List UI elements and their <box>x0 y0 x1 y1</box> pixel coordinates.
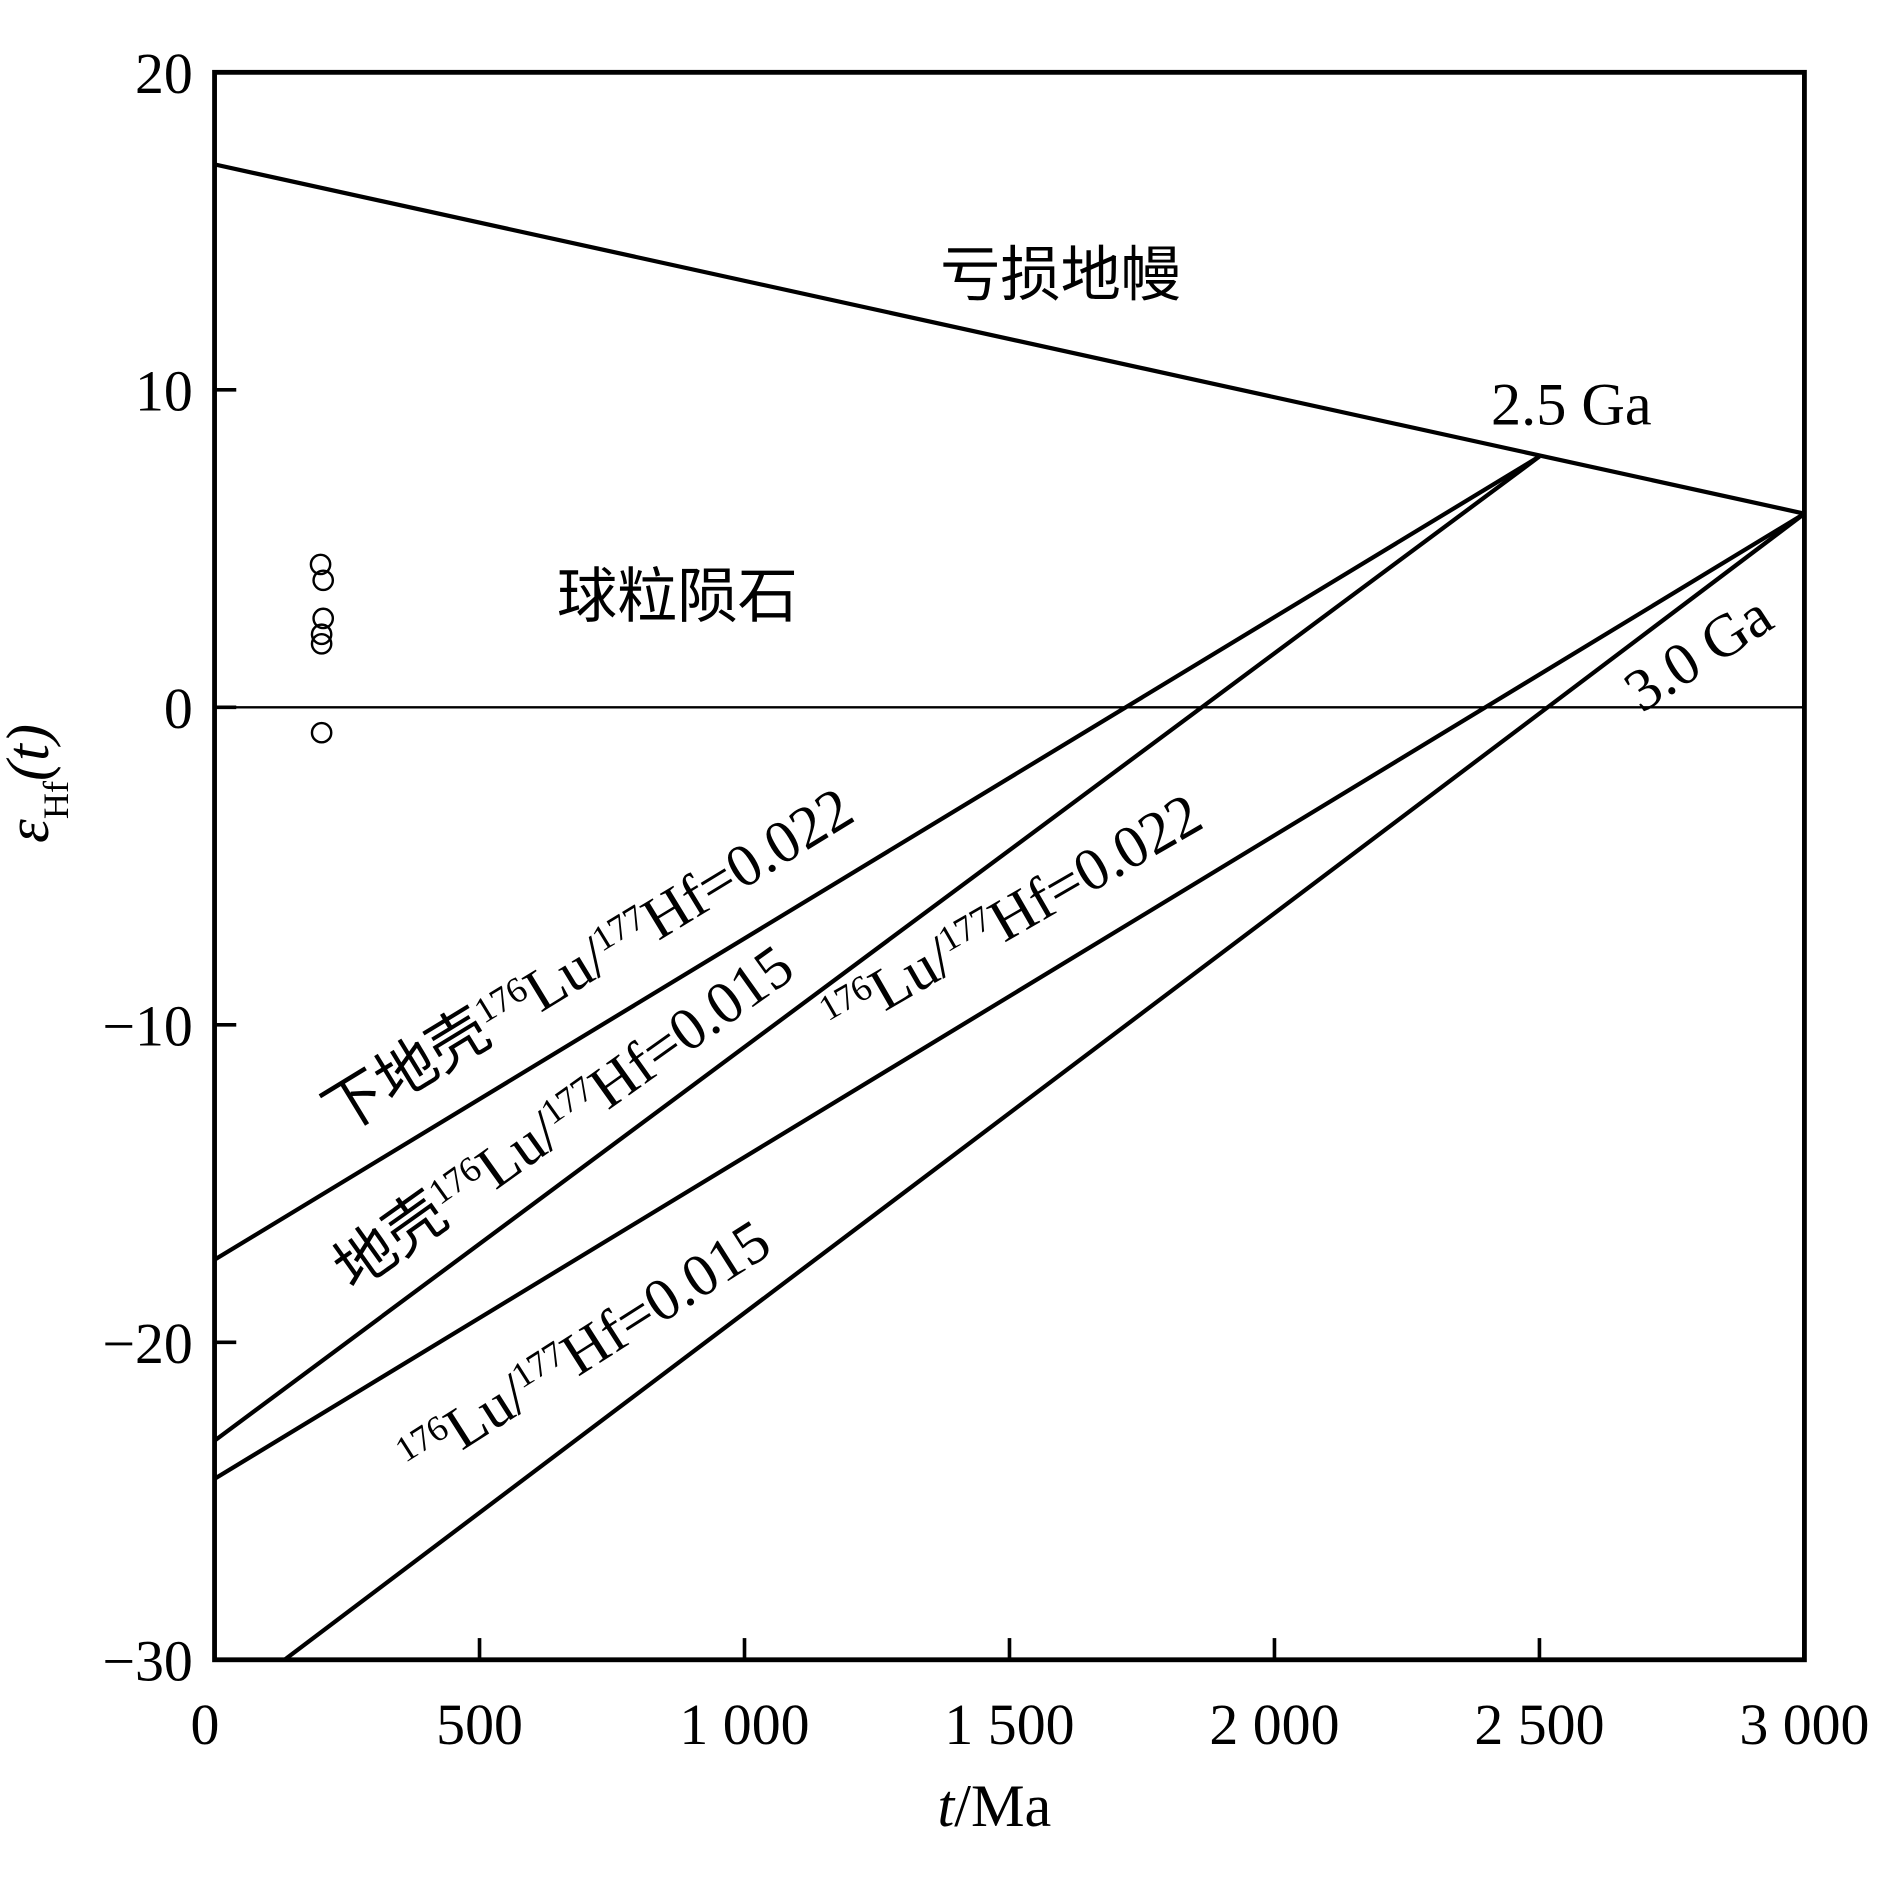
annotation-part: 亏损地幔 <box>940 242 1181 309</box>
annotation: 176Lu/177Hf=0.022 <box>811 780 1213 1051</box>
line <box>214 511 1805 1481</box>
x-tick-label: 500 <box>436 1692 523 1757</box>
point <box>312 569 335 592</box>
y-axis-label: εHf(t) <box>0 724 76 843</box>
annotation-part: 下地壳 <box>312 996 501 1147</box>
annotation-part: Hf=0.022 <box>631 774 865 953</box>
point <box>310 632 333 655</box>
annotation-part: 球粒陨石 <box>557 564 798 631</box>
x-tick-label: 1 500 <box>944 1692 1074 1757</box>
x-tick-label: 1 000 <box>679 1692 809 1757</box>
point <box>310 721 333 744</box>
plot-frame <box>212 69 1807 1663</box>
x-tick-label: 3 000 <box>1739 1692 1869 1757</box>
y-tick-label: 10 <box>135 358 193 423</box>
annotation-part: 2.5 Ga <box>1491 371 1652 438</box>
point <box>312 607 335 630</box>
y-tick-label: −20 <box>102 1311 192 1376</box>
annotation-part: Hf=0.022 <box>978 780 1213 955</box>
line <box>214 162 1805 516</box>
line <box>214 454 1541 1443</box>
annotation-part: Hf=0.015 <box>549 1207 782 1389</box>
line <box>283 511 1805 1660</box>
x-axis-label-part: /Ma <box>954 1773 1051 1840</box>
y-tick-label: 0 <box>164 676 193 741</box>
x-axis-label-part: t <box>938 1773 956 1840</box>
annotation: 球粒陨石 <box>557 564 798 631</box>
line <box>214 454 1541 1262</box>
y-axis-label-part: Hf <box>36 780 76 819</box>
x-axis-label: t/Ma <box>938 1773 1052 1840</box>
annotation: 2.5 Ga <box>1491 371 1652 438</box>
x-tick-label: 2 000 <box>1209 1692 1339 1757</box>
annotation: 176Lu/177Hf=0.015 <box>387 1207 782 1492</box>
x-tick-label: 0 <box>190 1692 219 1757</box>
annotation: 3.0 Ga <box>1613 582 1784 726</box>
x-tick-label: 2 500 <box>1474 1692 1604 1757</box>
point <box>309 553 332 576</box>
annotation-part: 3.0 Ga <box>1613 582 1784 726</box>
y-axis-label-part: (t) <box>0 724 62 781</box>
point <box>310 623 333 646</box>
y-tick-label: 20 <box>135 41 193 106</box>
y-axis-label-part: ε <box>0 819 62 843</box>
annotation: 亏损地幔 <box>940 242 1181 309</box>
y-tick-label: −30 <box>102 1628 192 1693</box>
y-tick-label: −10 <box>102 993 192 1058</box>
